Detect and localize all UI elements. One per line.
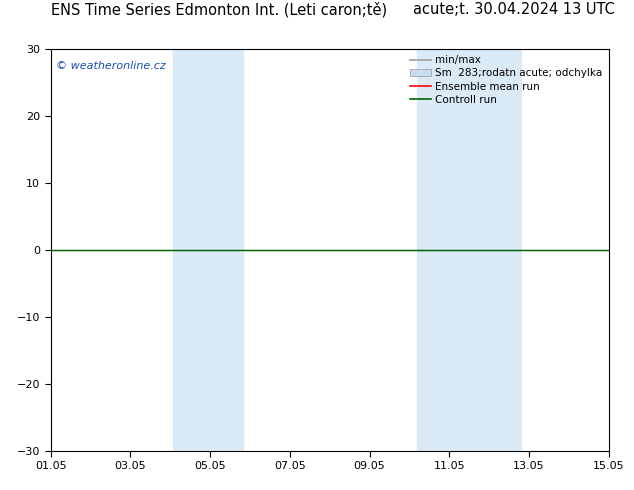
- Text: © weatheronline.cz: © weatheronline.cz: [56, 61, 166, 71]
- Legend: min/max, Sm  283;rodatn acute; odchylka, Ensemble mean run, Controll run: min/max, Sm 283;rodatn acute; odchylka, …: [406, 51, 607, 109]
- Text: ENS Time Series Edmonton Int. (Leti caron;tě): ENS Time Series Edmonton Int. (Leti caro…: [51, 1, 387, 17]
- Bar: [172, 49, 242, 451]
- Bar: [417, 49, 521, 451]
- Text: acute;t. 30.04.2024 13 UTC: acute;t. 30.04.2024 13 UTC: [413, 2, 615, 17]
